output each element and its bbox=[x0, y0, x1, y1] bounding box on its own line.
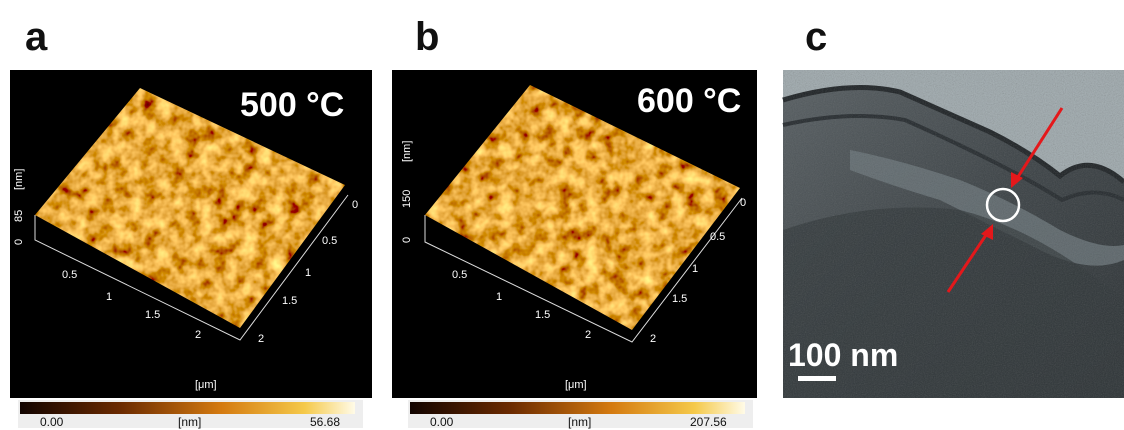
y-tick: 0.5 bbox=[322, 235, 337, 247]
x-tick: 0.5 bbox=[452, 269, 467, 281]
scale-bar bbox=[798, 376, 836, 381]
colorbar-min: 0.00 bbox=[430, 415, 454, 429]
temperature: 500 °C bbox=[240, 86, 344, 124]
figure: a 500 °C [nm] 0 85 0.5 1 1.5 2 0 0.5 1 1… bbox=[0, 0, 1124, 430]
y-tick: 2 bbox=[650, 333, 656, 345]
x-axis-label: [μm] bbox=[565, 379, 587, 391]
y-tick: 1.5 bbox=[282, 295, 297, 307]
panel-label: b bbox=[415, 15, 439, 59]
colorbar bbox=[410, 402, 745, 414]
colorbar-unit: [nm] bbox=[178, 415, 201, 429]
y-tick: 1.5 bbox=[672, 293, 687, 305]
x-tick: 1.5 bbox=[535, 309, 550, 321]
y-tick: 0 bbox=[352, 199, 358, 211]
colorbar bbox=[20, 402, 355, 414]
y-tick: 1 bbox=[692, 263, 698, 275]
x-tick: 0.5 bbox=[62, 269, 77, 281]
z-tick: 0 bbox=[401, 237, 413, 243]
panel-label: c bbox=[805, 15, 827, 59]
colorbar-max: 207.56 bbox=[690, 415, 727, 429]
panel-label: a bbox=[25, 15, 48, 59]
x-tick: 2 bbox=[195, 329, 201, 341]
x-tick: 1 bbox=[496, 291, 502, 303]
y-tick: 0 bbox=[740, 197, 746, 209]
z-tick: 150 bbox=[401, 190, 413, 208]
z-axis-label: [nm] bbox=[401, 141, 413, 162]
x-tick: 1.5 bbox=[145, 309, 160, 321]
y-tick: 0.5 bbox=[710, 231, 725, 243]
z-axis-label: [nm] bbox=[13, 169, 25, 190]
z-tick: 85 bbox=[13, 210, 25, 222]
x-tick: 1 bbox=[106, 291, 112, 303]
scale-bar-label: 100 nm bbox=[788, 337, 898, 373]
x-tick: 2 bbox=[585, 329, 591, 341]
colorbar-unit: [nm] bbox=[568, 415, 591, 429]
y-tick: 2 bbox=[258, 333, 264, 345]
z-tick: 0 bbox=[13, 239, 25, 245]
y-tick: 1 bbox=[305, 267, 311, 279]
colorbar-min: 0.00 bbox=[40, 415, 64, 429]
temperature: 600 °C bbox=[637, 82, 741, 120]
colorbar-max: 56.68 bbox=[310, 415, 340, 429]
x-axis-label: [μm] bbox=[195, 379, 217, 391]
